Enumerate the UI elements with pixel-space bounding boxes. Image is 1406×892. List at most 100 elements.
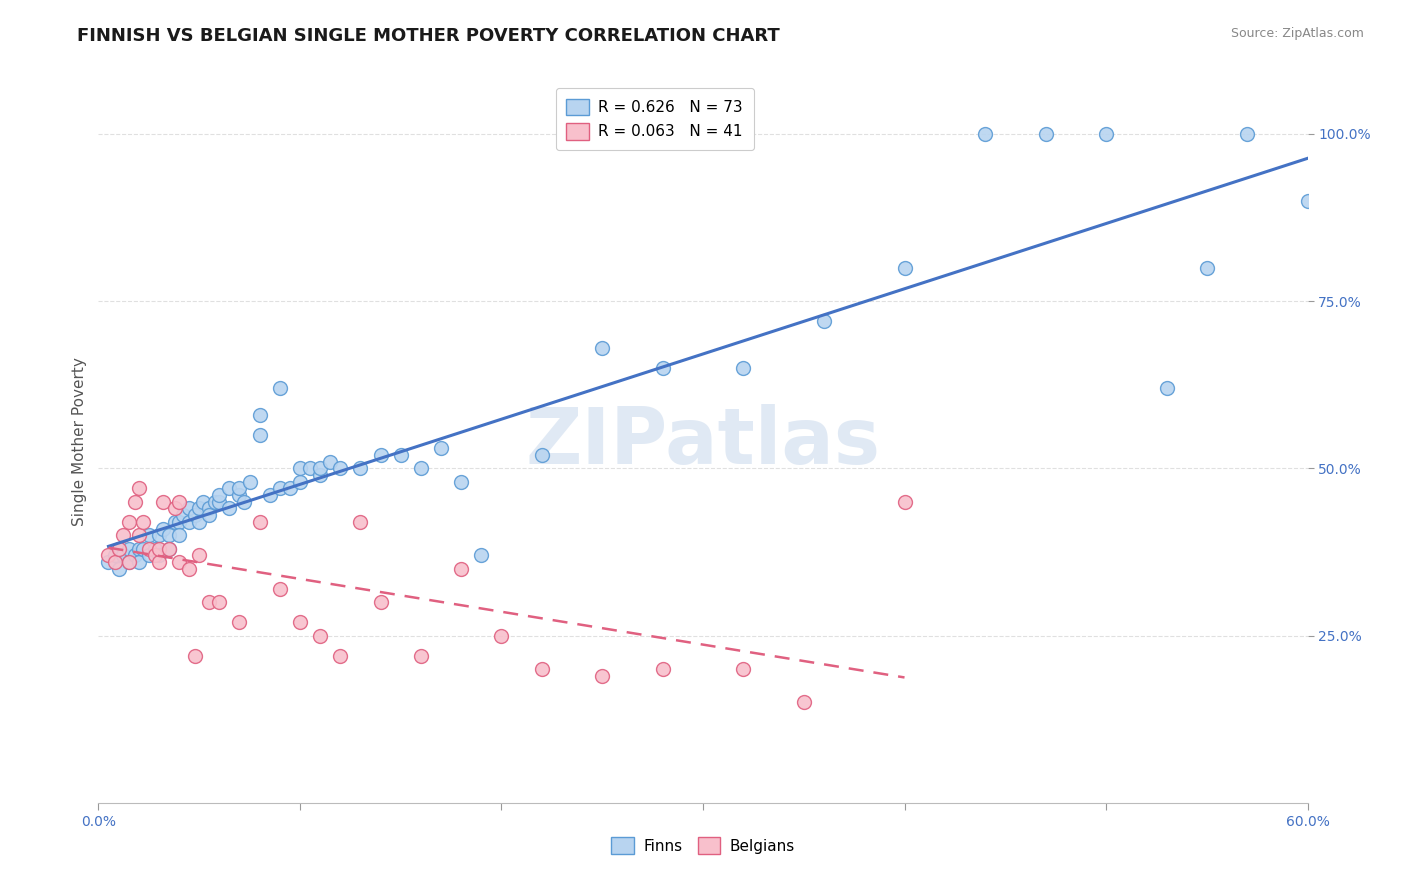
Point [111,548,134,563]
Point [118,515,141,529]
Point [167,528,190,542]
Point [198,595,221,609]
Point [138,528,160,542]
Point [470,548,492,563]
Point [157,541,180,556]
Point [299,461,322,475]
Point [128,528,150,542]
Point [132,541,155,556]
Point [651,361,673,376]
Point [370,595,392,609]
Point [118,555,141,569]
Point [208,488,231,502]
Point [103,555,125,569]
Point [1156,381,1178,395]
Point [893,260,915,275]
Point [228,615,250,630]
Point [409,461,432,475]
Point [278,482,301,496]
Point [118,541,141,556]
Point [198,501,221,516]
Point [128,482,150,496]
Point [450,562,472,576]
Point [157,528,180,542]
Point [118,555,141,569]
Point [138,541,160,556]
Point [893,494,915,508]
Point [409,648,432,663]
Point [530,662,553,676]
Point [329,461,352,475]
Point [152,494,174,508]
Point [188,501,211,516]
Point [193,494,215,508]
Point [1035,127,1057,141]
Point [111,528,134,542]
Point [309,461,332,475]
Point [148,528,170,542]
Point [179,562,201,576]
Point [491,628,513,642]
Point [651,662,673,676]
Point [148,548,170,563]
Point [733,361,755,376]
Point [188,548,211,563]
Point [148,541,170,556]
Point [349,461,371,475]
Point [974,127,997,141]
Point [319,455,342,469]
Point [148,555,170,569]
Point [124,494,146,508]
Point [198,508,221,523]
Point [152,521,174,535]
Point [179,501,201,516]
Point [349,515,371,529]
Point [1195,260,1218,275]
Point [239,475,262,489]
Point [530,448,553,462]
Point [138,548,160,563]
Point [793,696,815,710]
Point [103,548,125,563]
Point [269,482,291,496]
Point [591,341,613,355]
Point [128,555,150,569]
Point [184,648,207,663]
Point [179,515,201,529]
Point [228,488,250,502]
Point [204,494,226,508]
Point [97,548,120,563]
Point [188,515,211,529]
Point [208,595,231,609]
Point [1095,127,1118,141]
Point [218,501,240,516]
Text: FINNISH VS BELGIAN SINGLE MOTHER POVERTY CORRELATION CHART: FINNISH VS BELGIAN SINGLE MOTHER POVERTY… [77,27,780,45]
Point [107,541,129,556]
Point [370,448,392,462]
Point [124,548,146,563]
Point [329,648,352,663]
Point [309,628,332,642]
Y-axis label: Single Mother Poverty: Single Mother Poverty [72,357,87,526]
Point [143,541,166,556]
Point [218,482,240,496]
Point [128,541,150,556]
Point [228,482,250,496]
Point [430,442,453,455]
Point [813,314,835,328]
Legend: Finns, Belgians: Finns, Belgians [605,831,801,860]
Point [97,555,120,569]
Point [163,501,186,516]
Point [733,662,755,676]
Point [143,548,166,563]
Point [269,381,291,395]
Point [167,555,190,569]
Point [450,475,472,489]
Point [1296,194,1319,208]
Point [288,475,311,489]
Point [208,494,231,508]
Point [309,467,332,482]
Point [1236,127,1258,141]
Point [288,461,311,475]
Point [184,508,207,523]
